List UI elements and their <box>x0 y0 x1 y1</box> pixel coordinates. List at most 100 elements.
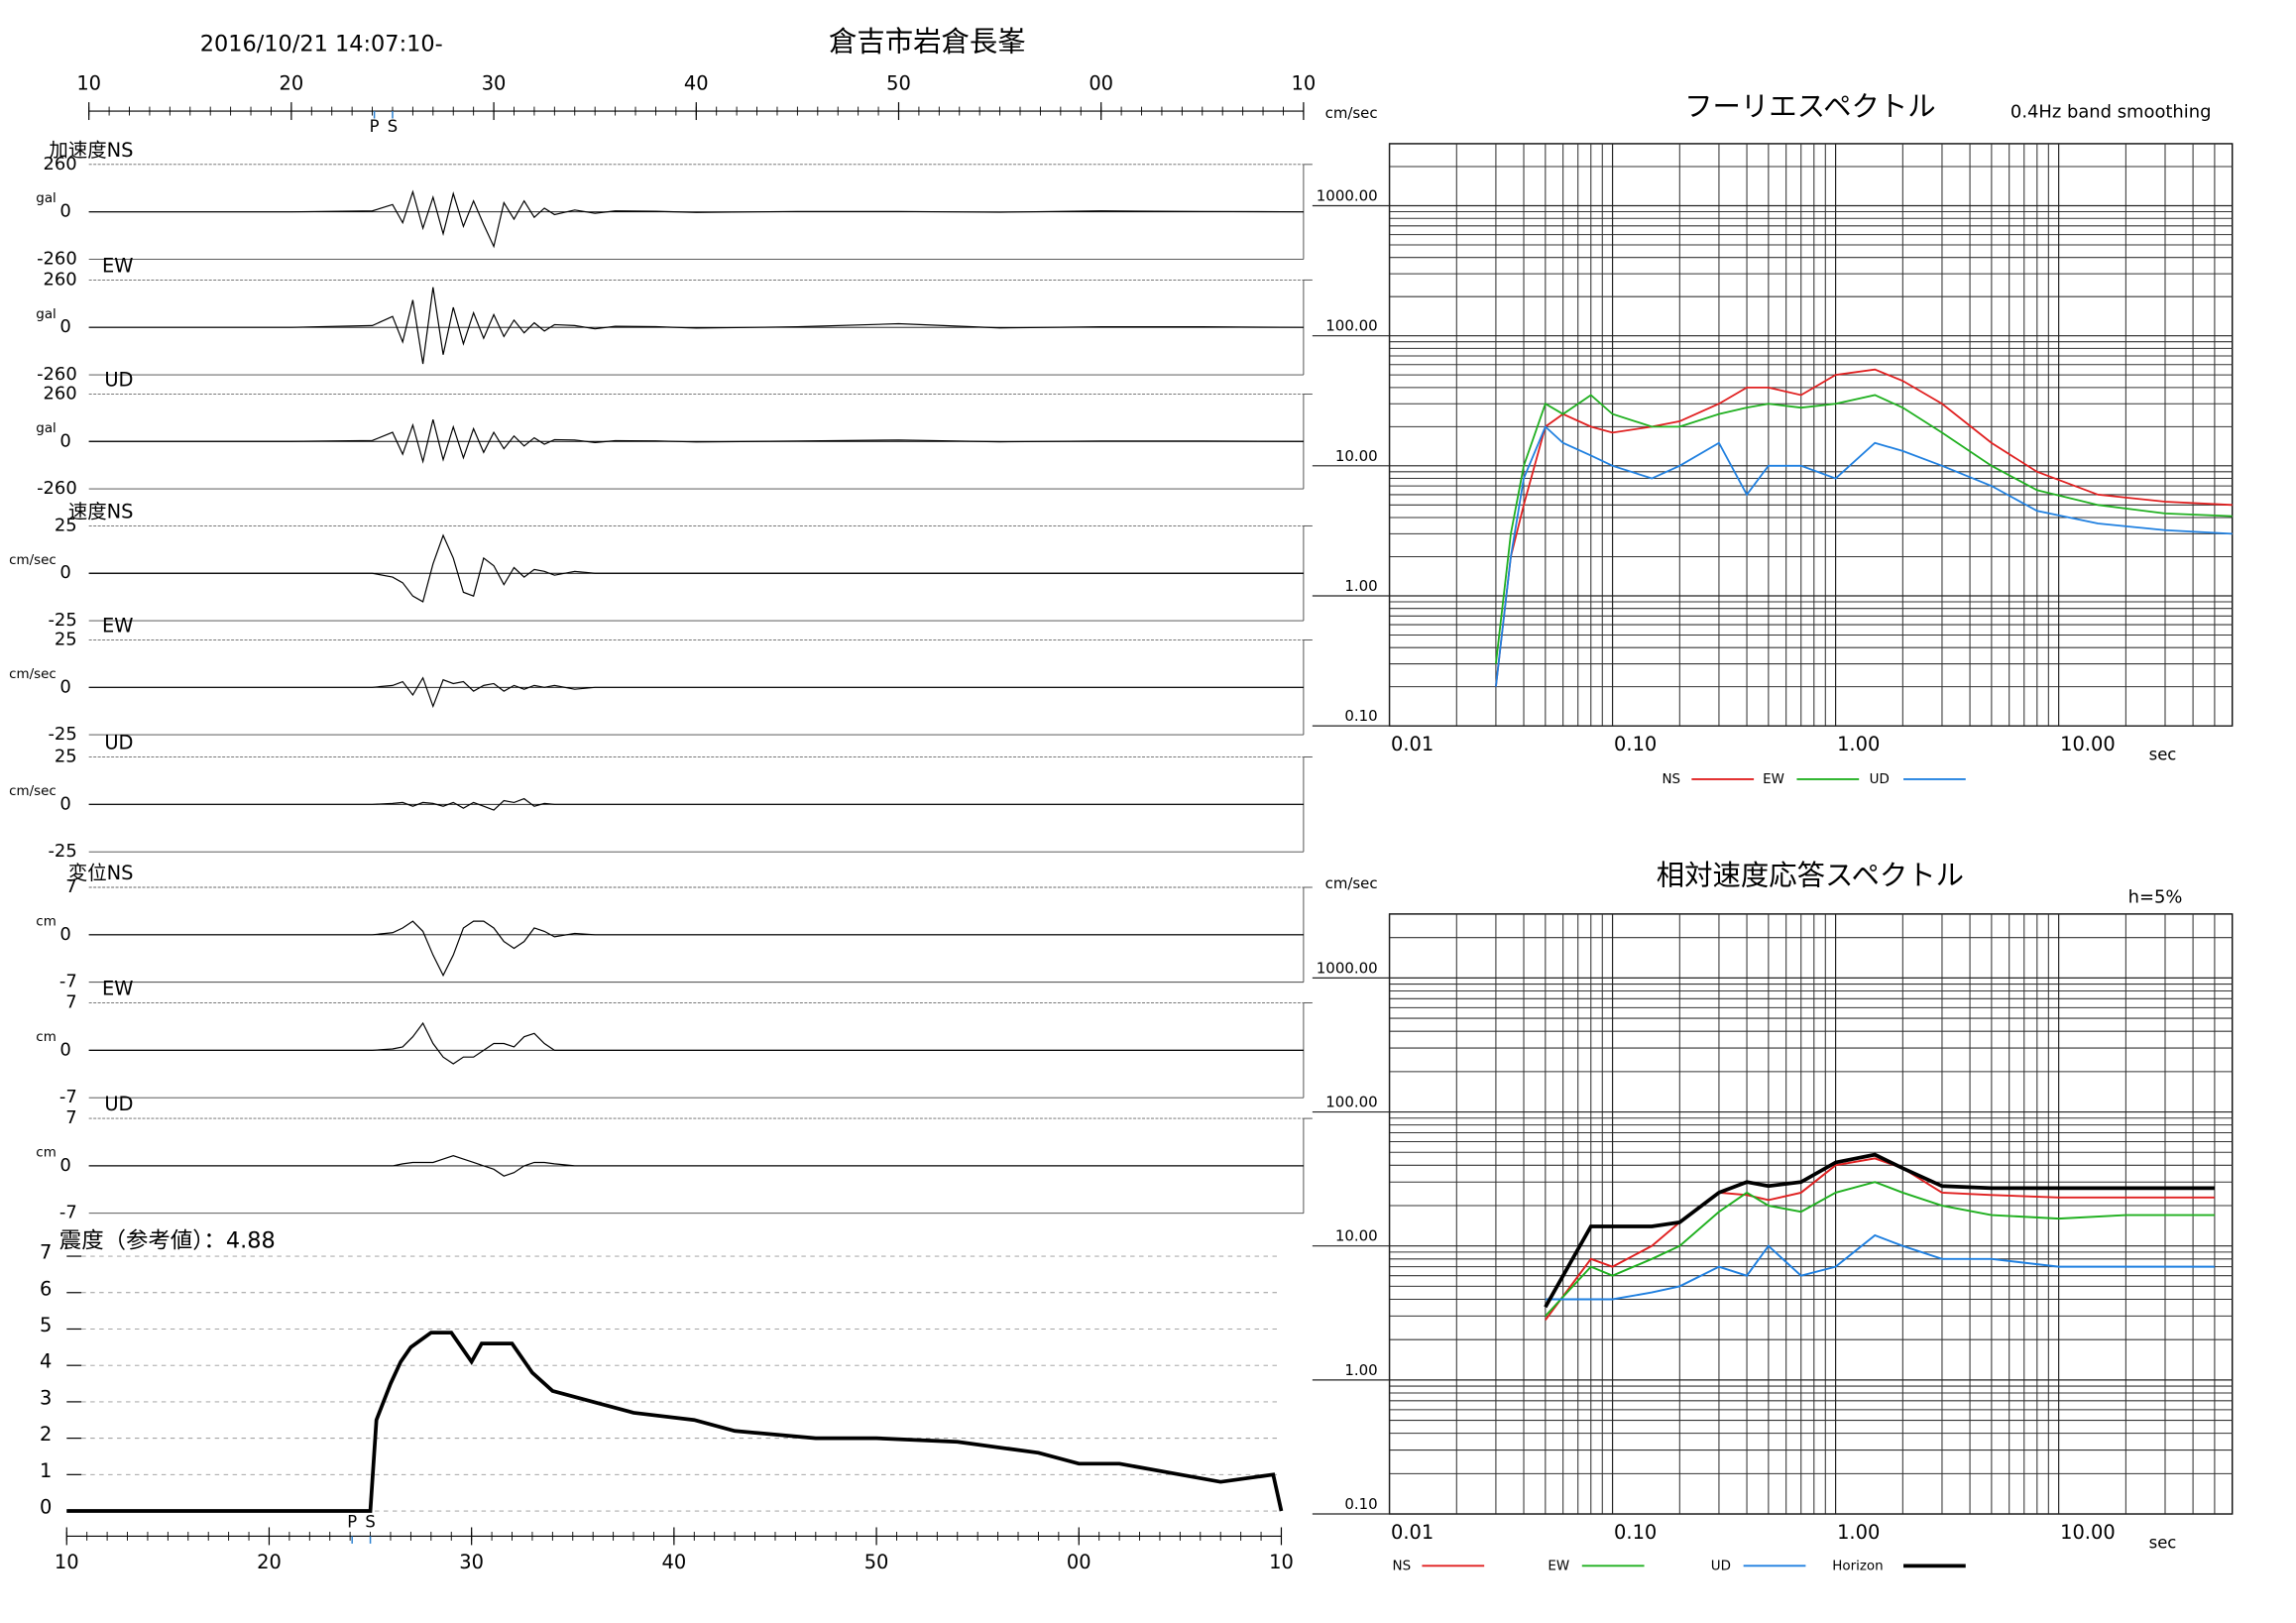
y-tick-label: 4 <box>40 1350 52 1373</box>
y-tick-label: 7 <box>65 992 76 1013</box>
spectrum-line <box>1495 394 2233 664</box>
y-tick-label: 260 <box>44 383 77 404</box>
waveform-trace <box>88 1021 1304 1065</box>
y-tick-label: 0 <box>59 1155 70 1176</box>
y-tick-label: -260 <box>37 478 77 499</box>
unit-label: gal <box>36 307 57 322</box>
intensity-line <box>66 1331 1284 1513</box>
y-tick-label: 1 <box>40 1459 52 1482</box>
waveform-trace <box>88 797 1304 811</box>
x-axis-label: sec <box>2149 746 2177 764</box>
y-tick-label: -7 <box>59 1203 77 1223</box>
trace-label: 加速度NS <box>49 139 133 162</box>
legend-label: Horizon <box>1832 1559 1883 1573</box>
unit-label: cm <box>36 1030 56 1045</box>
phase-label: P <box>347 1512 357 1531</box>
unit-label: cm/sec <box>9 784 57 799</box>
y-tick-label: -7 <box>59 1087 77 1107</box>
y-tick-label: -25 <box>48 724 76 745</box>
y-tick-label: 0 <box>59 1039 70 1060</box>
unit-label: cm/sec <box>9 553 57 568</box>
waveform-trace <box>88 419 1304 464</box>
y-tick-label: 25 <box>55 747 77 767</box>
chart-subtitle: 0.4Hz band smoothing <box>2010 102 2212 123</box>
y-tick-label: 25 <box>55 629 77 649</box>
waveform-trace <box>88 676 1304 709</box>
waveform-trace <box>88 287 1304 365</box>
y-tick-label: 100.00 <box>1325 1094 1377 1111</box>
y-tick-label: 6 <box>40 1277 52 1300</box>
x-tick-label: 50 <box>864 1551 889 1573</box>
unit-label: gal <box>36 191 57 206</box>
x-tick-label: 30 <box>459 1551 484 1573</box>
y-tick-label: 1000.00 <box>1317 187 1378 205</box>
y-tick-label: 1000.00 <box>1317 959 1378 977</box>
y-axis-label: cm/sec <box>1325 874 1378 892</box>
y-tick-label: 260 <box>44 269 77 290</box>
y-tick-label: -260 <box>37 364 77 385</box>
trace-label: UD <box>104 1093 133 1115</box>
spectrum-line <box>1495 368 2233 687</box>
trace-label: EW <box>102 254 133 277</box>
chart-title: フーリエスペクトル <box>1684 90 1935 123</box>
y-tick-label: 7 <box>65 1107 76 1128</box>
x-tick-label: 10.00 <box>2060 1521 2116 1544</box>
x-tick-label: 0.01 <box>1391 733 1434 755</box>
chart-title: 相対速度応答スペクトル <box>1657 860 1964 892</box>
legend-label: UD <box>1870 772 1890 787</box>
y-tick-label: 10.00 <box>1335 447 1378 465</box>
chart-subtitle: h=5% <box>2128 886 2183 907</box>
legend-label: EW <box>1548 1559 1569 1573</box>
spectrum-line <box>1545 1233 2215 1301</box>
legend-label: EW <box>1763 772 1784 787</box>
y-tick-label: 0 <box>59 316 70 337</box>
x-tick-label: 0.10 <box>1614 1521 1657 1544</box>
legend-label: NS <box>1393 1559 1412 1573</box>
y-tick-label: 100.00 <box>1325 317 1377 335</box>
phase-label: S <box>365 1512 375 1531</box>
waveform-trace <box>88 189 1304 249</box>
phase-label: S <box>388 117 398 136</box>
y-tick-label: 0.10 <box>1344 1495 1377 1513</box>
y-tick-label: 25 <box>55 515 77 535</box>
x-tick-label: 10 <box>1269 1551 1294 1573</box>
trace-label: 変位NS <box>68 862 134 884</box>
spectrum-line <box>1544 1152 2215 1309</box>
y-tick-label: 0 <box>59 924 70 945</box>
y-tick-label: -25 <box>48 841 76 862</box>
unit-label: gal <box>36 421 57 436</box>
intensity-title: 震度（参考値）：4.88 <box>59 1228 276 1254</box>
waveform-trace <box>88 533 1304 603</box>
x-tick-label: 10 <box>1292 72 1317 95</box>
x-tick-label: 10.00 <box>2060 733 2116 755</box>
trace-label: EW <box>102 615 133 638</box>
y-tick-label: 7 <box>40 1241 52 1264</box>
y-tick-label: 0 <box>59 562 70 583</box>
x-tick-label: 40 <box>662 1551 687 1573</box>
unit-label: cm <box>36 1145 56 1160</box>
plot-frame <box>1388 143 2234 727</box>
y-tick-label: 10.00 <box>1335 1227 1378 1245</box>
trace-label: 速度NS <box>68 500 134 522</box>
y-tick-label: -25 <box>48 610 76 631</box>
y-tick-label: 5 <box>40 1314 52 1336</box>
y-tick-label: 2 <box>40 1423 52 1446</box>
trace-label: EW <box>102 978 133 1000</box>
x-tick-label: 40 <box>684 72 709 95</box>
y-tick-label: 3 <box>40 1386 52 1409</box>
y-axis-label: cm/sec <box>1325 104 1378 122</box>
x-tick-label: 0.01 <box>1391 1521 1434 1544</box>
y-tick-label: 0 <box>59 676 70 697</box>
x-tick-label: 00 <box>1067 1551 1091 1573</box>
x-tick-label: 10 <box>55 1551 79 1573</box>
y-tick-label: 1.00 <box>1344 577 1377 595</box>
trace-label: UD <box>104 732 133 754</box>
spectrum-line <box>1495 424 2233 687</box>
y-tick-label: -260 <box>37 248 77 269</box>
x-tick-label: 20 <box>280 72 304 95</box>
x-axis-label: sec <box>2149 1533 2177 1552</box>
legend-label: NS <box>1662 772 1680 787</box>
y-tick-label: -7 <box>59 972 77 992</box>
unit-label: cm/sec <box>9 667 57 682</box>
